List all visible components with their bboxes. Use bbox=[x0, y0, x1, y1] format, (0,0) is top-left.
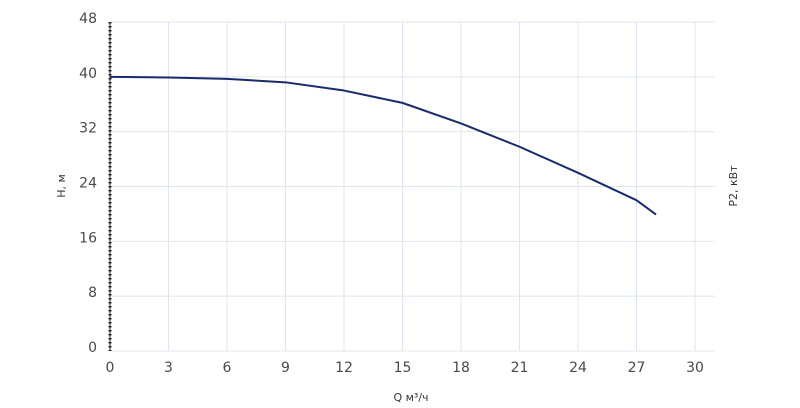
x-tick-label: 24 bbox=[569, 360, 587, 376]
y-tick-label: 8 bbox=[88, 285, 97, 301]
grid bbox=[109, 21, 715, 352]
x-tick-label: 21 bbox=[511, 360, 529, 376]
y-tick-label: 32 bbox=[79, 121, 97, 137]
x-tick-label: 18 bbox=[452, 360, 470, 376]
x-axis-label: Q м³/ч bbox=[393, 391, 428, 404]
y-tick-label: 16 bbox=[79, 230, 97, 246]
y-tick-label: 0 bbox=[88, 340, 97, 356]
x-tick-label: 0 bbox=[106, 360, 115, 376]
x-tick-label: 3 bbox=[164, 360, 173, 376]
x-tick-label: 9 bbox=[281, 360, 290, 376]
x-tick-label: 6 bbox=[223, 360, 232, 376]
y-tick-label: 48 bbox=[79, 11, 97, 27]
y-tick-label: 40 bbox=[79, 66, 97, 82]
y2-axis-label: P2, кВт bbox=[727, 165, 740, 207]
series-line bbox=[109, 75, 657, 216]
x-tick-label: 12 bbox=[335, 360, 353, 376]
x-tick-label: 15 bbox=[394, 360, 412, 376]
y-axis-label: H, м bbox=[55, 174, 68, 198]
x-tick-label: 27 bbox=[628, 360, 646, 376]
y-tick-label: 24 bbox=[79, 176, 97, 192]
x-tick-label: 30 bbox=[686, 360, 704, 376]
